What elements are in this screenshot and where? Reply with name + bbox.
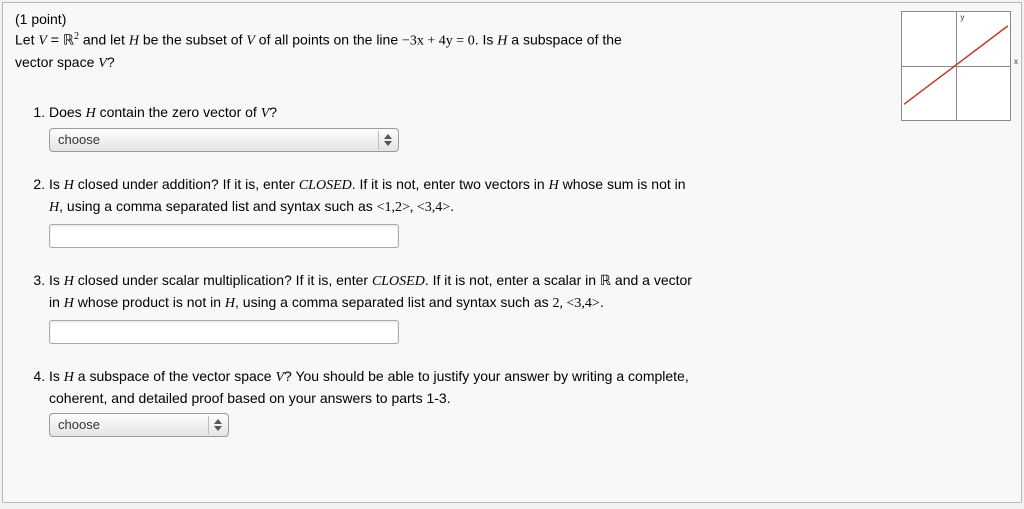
text: whose sum is not in (559, 176, 686, 192)
text: . If it is not, enter two vectors in (352, 176, 549, 192)
var-V: V (98, 56, 107, 71)
text: closed under addition? If it is, enter (74, 176, 299, 192)
syntax-example: 2, <3,4> (553, 296, 600, 311)
question-3: Is H closed under scalar multiplication?… (49, 270, 1009, 344)
q2-input[interactable] (49, 224, 399, 248)
question-frame: (1 point) Let V = ℝ2 and let H be the su… (2, 2, 1022, 503)
closed-word: CLOSED (299, 178, 352, 193)
text: . Is (475, 32, 498, 48)
text: ? (269, 104, 277, 120)
question-2: Is H closed under addition? If it is, en… (49, 174, 1009, 248)
text: , using a comma separated list and synta… (59, 198, 377, 214)
text: coherent, and detailed proof based on yo… (49, 388, 1009, 409)
var-H: H (64, 274, 74, 289)
var-H: H (64, 370, 74, 385)
text: of all points on the line (255, 32, 402, 48)
question-4: Is H a subspace of the vector space V? Y… (49, 366, 1009, 437)
var-H: H (86, 106, 96, 121)
text: Does (49, 104, 86, 120)
stepper-icon (378, 131, 394, 149)
text: Is (49, 368, 64, 384)
select-label: choose (58, 130, 372, 150)
q1-select[interactable]: choose (49, 128, 399, 152)
var-H: H (49, 200, 59, 215)
var-V: V (261, 106, 270, 121)
text: contain the zero vector of (96, 104, 261, 120)
closed-word: CLOSED (372, 274, 425, 289)
text: ? (107, 54, 115, 70)
var-V: V (38, 34, 47, 49)
graph-thumbnail: y x (901, 11, 1011, 121)
var-H: H (129, 34, 139, 49)
q4-select[interactable]: choose (49, 413, 229, 437)
question-1: Does H contain the zero vector of V? cho… (49, 102, 1009, 152)
stepper-icon (208, 416, 224, 434)
text: a subspace of the vector space (74, 368, 276, 384)
set-R: ℝ (600, 274, 611, 289)
points-label: (1 point) (15, 11, 1009, 27)
question-list: Does H contain the zero vector of V? cho… (49, 102, 1009, 437)
text: whose product is not in (74, 294, 225, 310)
var-H: H (497, 34, 507, 49)
problem-statement: Let V = ℝ2 and let H be the subset of V … (15, 29, 1009, 74)
q3-input[interactable] (49, 320, 399, 344)
var-H: H (225, 296, 235, 311)
text: Let (15, 32, 38, 48)
select-label: choose (58, 415, 202, 435)
text: be the subset of (139, 32, 246, 48)
text: in (49, 294, 64, 310)
graph-svg (902, 12, 1010, 120)
var-V: V (275, 370, 284, 385)
text: . (450, 198, 454, 214)
syntax-example: <1,2>, <3,4> (377, 200, 451, 215)
text: . (600, 294, 604, 310)
x-axis-label: x (1014, 57, 1018, 66)
var-V: V (246, 34, 255, 49)
text: a subspace of the (507, 32, 621, 48)
text: and a vector (611, 272, 692, 288)
set-R: ℝ (63, 34, 74, 49)
equation: −3x + 4y = 0 (402, 34, 475, 49)
text: vector space (15, 54, 98, 70)
text: closed under scalar multiplication? If i… (74, 272, 372, 288)
text: = (47, 32, 63, 48)
text: ? You should be able to justify your ans… (284, 368, 689, 384)
text: and let (79, 32, 129, 48)
var-H: H (549, 178, 559, 193)
text: Is (49, 176, 64, 192)
graph-line (904, 26, 1008, 105)
text: , using a comma separated list and synta… (235, 294, 553, 310)
text: Is (49, 272, 64, 288)
var-H: H (64, 296, 74, 311)
var-H: H (64, 178, 74, 193)
text: . If it is not, enter a scalar in (425, 272, 600, 288)
